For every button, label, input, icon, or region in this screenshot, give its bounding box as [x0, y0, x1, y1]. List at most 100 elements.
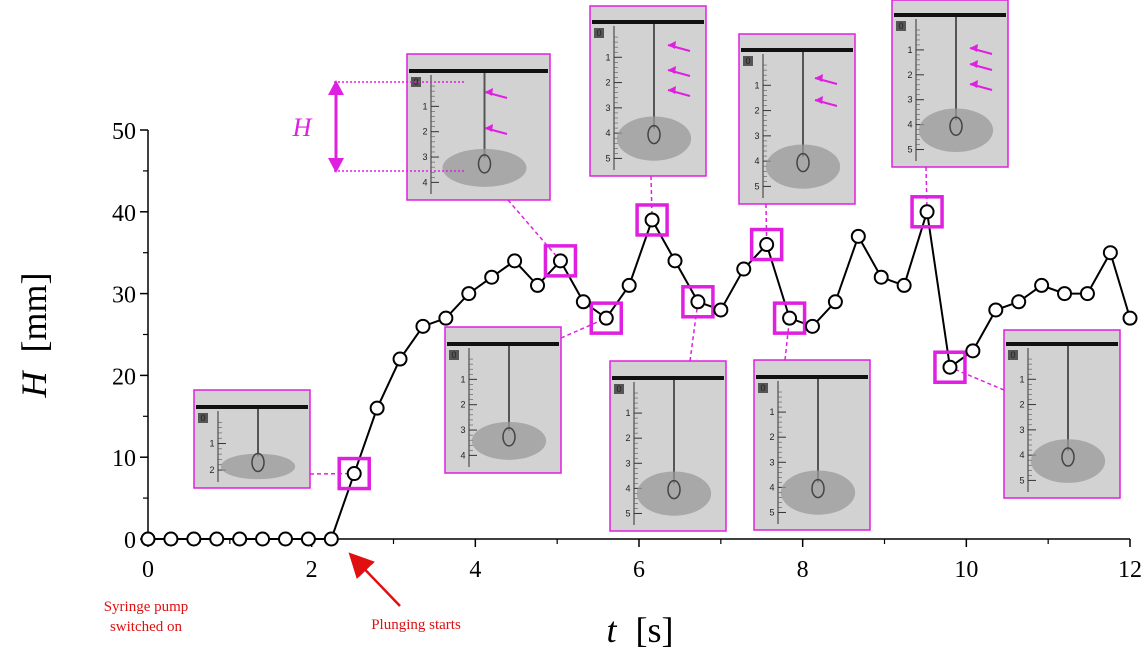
- x-tick-label: 2: [306, 557, 318, 583]
- data-point: [575, 294, 591, 310]
- inset-scale-badge: [743, 56, 753, 66]
- data-point: [277, 531, 293, 547]
- data-point: [1011, 294, 1027, 310]
- inset-ruler-label: 1: [754, 80, 759, 90]
- inset-jet-loop: [477, 154, 492, 174]
- inset-scale-badge: [449, 350, 459, 360]
- x-axis-unit: [s]: [636, 610, 674, 650]
- inset-jet-loop: [1061, 447, 1075, 467]
- plunging-arrow: [348, 552, 401, 607]
- inset-bubble-cloud: [220, 453, 296, 480]
- inset-arrow-head: [815, 96, 823, 104]
- plunging-note: Plunging starts: [371, 617, 461, 633]
- y-ticks: 0 10 20 30 40 50: [112, 119, 148, 554]
- inset-ruler-label: 1: [422, 101, 427, 111]
- inset-surface-bar: [196, 405, 308, 409]
- inset-scale-zero: 0: [760, 383, 765, 393]
- inset-image: 0 1 2 3 4 5: [738, 33, 856, 205]
- x-tick-label: 12: [1118, 557, 1142, 583]
- inset-ruler-label: 4: [605, 128, 610, 138]
- data-point: [140, 531, 156, 547]
- y-axis-title: H [mm]: [14, 273, 54, 399]
- inset-ruler-label: 2: [625, 433, 630, 443]
- h-dim-label: H: [292, 113, 313, 142]
- inset-ruler-label: 2: [605, 78, 610, 88]
- inset-ruler-label: 2: [460, 400, 465, 410]
- data-point: [507, 253, 523, 269]
- inset-connector: [949, 366, 1005, 391]
- inset-ruler-label: 1: [209, 439, 214, 449]
- inset-ruler-label: 4: [422, 177, 427, 187]
- inset-scale-zero: 0: [616, 384, 621, 394]
- data-point: [300, 531, 316, 547]
- x-axis-variable: t: [606, 610, 617, 650]
- data-point: [804, 318, 820, 334]
- inset-scale-badge: [896, 21, 906, 31]
- inset-arrow-head: [668, 86, 676, 94]
- highlight-box: [635, 203, 669, 237]
- data-point: [552, 253, 568, 269]
- inset-scale-badge: [614, 384, 624, 394]
- inset-ruler-label: 2: [422, 127, 427, 137]
- highlight-box: [933, 350, 967, 384]
- highlight-box: [910, 195, 944, 229]
- highlight-boxes: [337, 195, 967, 491]
- inset-jet-loop: [811, 478, 825, 499]
- inset-surface-bar: [756, 375, 868, 379]
- y-tick-label: 10: [112, 446, 136, 472]
- data-point: [736, 261, 752, 277]
- inset-bubble-cloud: [442, 148, 527, 187]
- data-point: [323, 531, 339, 547]
- inset-scale-zero: 0: [596, 28, 601, 38]
- data-point: [209, 531, 225, 547]
- y-tick-label: 50: [112, 119, 136, 145]
- data-point: [919, 204, 935, 220]
- data-point: [942, 359, 958, 375]
- inset-arrow-head: [485, 88, 493, 96]
- y-tick-label: 40: [112, 201, 136, 227]
- inset-scale-badge: [594, 28, 604, 38]
- inset-image: 0 1 2 3 4 5: [753, 359, 871, 531]
- inset-ruler-label: 4: [754, 156, 759, 166]
- inset-scale-badge: [198, 413, 208, 423]
- inset-arrow-head: [668, 41, 676, 49]
- inset-arrow-head: [668, 66, 676, 74]
- data-point: [896, 277, 912, 293]
- highlight-box: [543, 244, 578, 278]
- insets: 0 1 2 0 1 2 3 4 0 1 2 3 4 0 1 2 3 4 5 0 1 2 3 4 5 0 1 2 3 4 5 0 1 2 3 4 5 0 1 2…: [193, 0, 1121, 532]
- highlight-box: [589, 301, 624, 335]
- inset-ruler-label: 4: [907, 120, 912, 130]
- inset-ruler-label: 5: [1019, 475, 1024, 485]
- inset-ruler-label: 3: [625, 458, 630, 468]
- data-point: [163, 531, 179, 547]
- inset-ruler-label: 1: [625, 408, 630, 418]
- points: [140, 204, 1138, 547]
- inset-image: 0 1 2 3 4 5: [589, 5, 707, 177]
- highlight-box: [681, 285, 715, 319]
- data-point: [530, 277, 546, 293]
- inset-image: 0 1 2: [193, 389, 311, 489]
- x-tick-label: 4: [469, 557, 481, 583]
- data-point: [850, 228, 866, 244]
- inset-ruler-label: 5: [769, 507, 774, 517]
- data-point: [438, 310, 454, 326]
- inset-surface-bar: [741, 48, 853, 52]
- inset-scale-zero: 0: [745, 56, 750, 66]
- data-point: [598, 310, 614, 326]
- inset-scale-zero: 0: [1010, 350, 1015, 360]
- data-point: [988, 302, 1004, 318]
- inset-bubble-cloud: [918, 108, 994, 152]
- inset-jet-loop: [667, 479, 681, 500]
- highlight-box: [772, 301, 807, 335]
- data-point: [1034, 277, 1050, 293]
- inset-surface-bar: [592, 20, 704, 24]
- inset-ruler-label: 2: [769, 432, 774, 442]
- inset-ruler-label: 1: [769, 407, 774, 417]
- data-point: [369, 400, 385, 416]
- inset-ruler-label: 4: [1019, 450, 1024, 460]
- inset-surface-bar: [894, 13, 1006, 17]
- inset-ruler-label: 2: [754, 106, 759, 116]
- data-point: [484, 269, 500, 285]
- inset-bubble-cloud: [765, 144, 841, 189]
